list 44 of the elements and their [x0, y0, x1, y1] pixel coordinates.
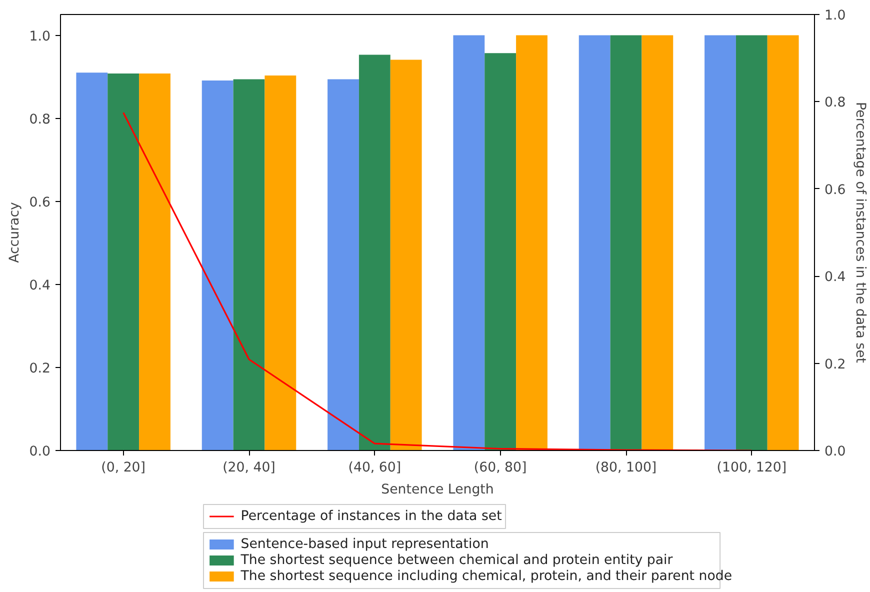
bar	[484, 53, 516, 450]
bar	[202, 80, 234, 450]
bar	[358, 54, 390, 450]
y-tick-label: 0.6	[29, 195, 51, 210]
bar	[516, 35, 548, 450]
x-tick-label: (0, 20]	[101, 460, 146, 476]
y2-axis-title: Percentage of instances in the data set	[852, 102, 868, 364]
bar	[139, 73, 170, 450]
bar	[736, 35, 768, 450]
bar	[390, 60, 422, 450]
x-tick-label: (80, 100]	[595, 460, 657, 476]
x-tick-label: (100, 120]	[716, 460, 787, 476]
bar	[108, 73, 140, 450]
y2-tick-label: 0.0	[824, 444, 846, 460]
y2-tick-label: 0.8	[824, 96, 846, 111]
bar	[453, 35, 485, 450]
y-axis-title: Accuracy	[7, 202, 22, 263]
y2-tick-label: 0.4	[824, 270, 846, 286]
y-tick-label: 0.4	[29, 278, 51, 294]
bar	[578, 35, 610, 450]
bar	[767, 35, 799, 450]
y2-tick-label: 0.2	[824, 357, 846, 372]
y-tick-label: 0.8	[29, 112, 51, 128]
y2-tick-label: 0.6	[824, 182, 846, 198]
bar	[610, 35, 642, 450]
y2-tick-label: 1.0	[824, 8, 846, 24]
x-tick-label: (40, 60]	[348, 460, 402, 476]
legend-label: Sentence-based input representation	[240, 537, 489, 552]
bar	[704, 35, 736, 450]
y-tick-label: 1.0	[29, 29, 51, 44]
bar	[264, 76, 296, 450]
bar	[328, 79, 359, 450]
legend-label: The shortest sequence including chemical, protein, and their parent node	[240, 569, 732, 584]
x-tick-label: (60, 80]	[474, 460, 527, 476]
bar	[642, 35, 674, 450]
y-tick-label: 0.2	[29, 361, 51, 376]
legend-label: Percentage of instances in the data set	[240, 509, 502, 524]
legend-label: The shortest sequence between chemical and protein entity pair	[240, 553, 674, 568]
bar	[76, 72, 108, 450]
line-series	[122, 112, 752, 450]
x-axis-title: Sentence Length	[381, 482, 494, 498]
bar	[233, 79, 265, 450]
x-tick-label: (20, 40]	[222, 460, 276, 476]
y-tick-label: 0.0	[29, 444, 51, 460]
